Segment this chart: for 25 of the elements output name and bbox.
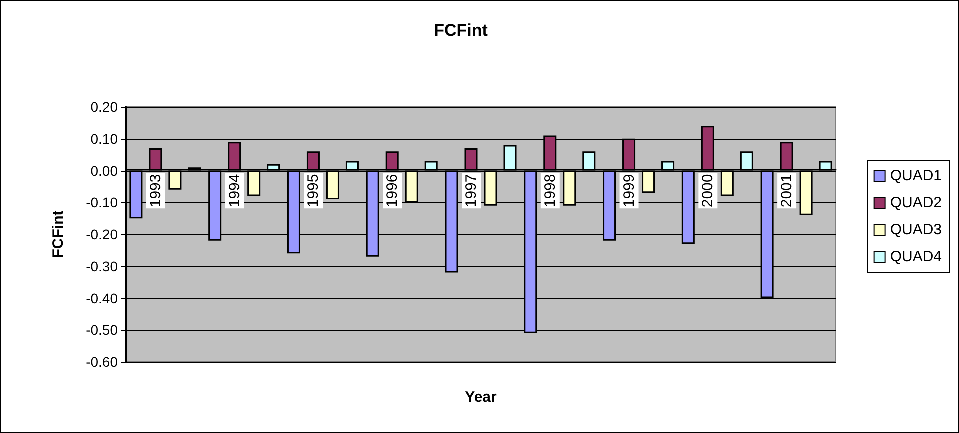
y-tick-label: -0.10 (86, 194, 118, 211)
legend-label: QUAD1 (890, 168, 942, 184)
y-tick-label: 0.00 (90, 162, 118, 179)
y-tick-label: -0.30 (86, 258, 118, 274)
x-tick-label: 2000 (700, 174, 717, 208)
y-tick-label: -0.50 (86, 322, 118, 338)
y-tick-label: 0.10 (90, 130, 118, 147)
chart-title: FCFint (434, 21, 488, 40)
legend-label: QUAD4 (890, 248, 942, 266)
x-tick-label: 1999 (620, 174, 638, 208)
y-tick-label: -0.60 (86, 354, 118, 370)
x-tick-label: 2001 (778, 174, 796, 208)
y-axis-title: FCFint (50, 210, 67, 258)
y-tick-label: -0.40 (86, 290, 118, 306)
x-tick-label: 1996 (384, 174, 402, 208)
x-tick-label: 1997 (463, 174, 480, 208)
x-axis-title: Year (465, 389, 498, 406)
y-tick-label: -0.20 (86, 226, 118, 242)
legend-label: QUAD3 (890, 222, 942, 238)
legend-label: QUAD2 (890, 194, 942, 212)
x-tick-label: 1995 (305, 174, 322, 208)
y-tick-label: 0.20 (90, 99, 118, 115)
x-tick-label: 1994 (226, 174, 244, 208)
x-tick-label: 1998 (542, 174, 559, 208)
x-tick-label: 1993 (147, 174, 164, 208)
